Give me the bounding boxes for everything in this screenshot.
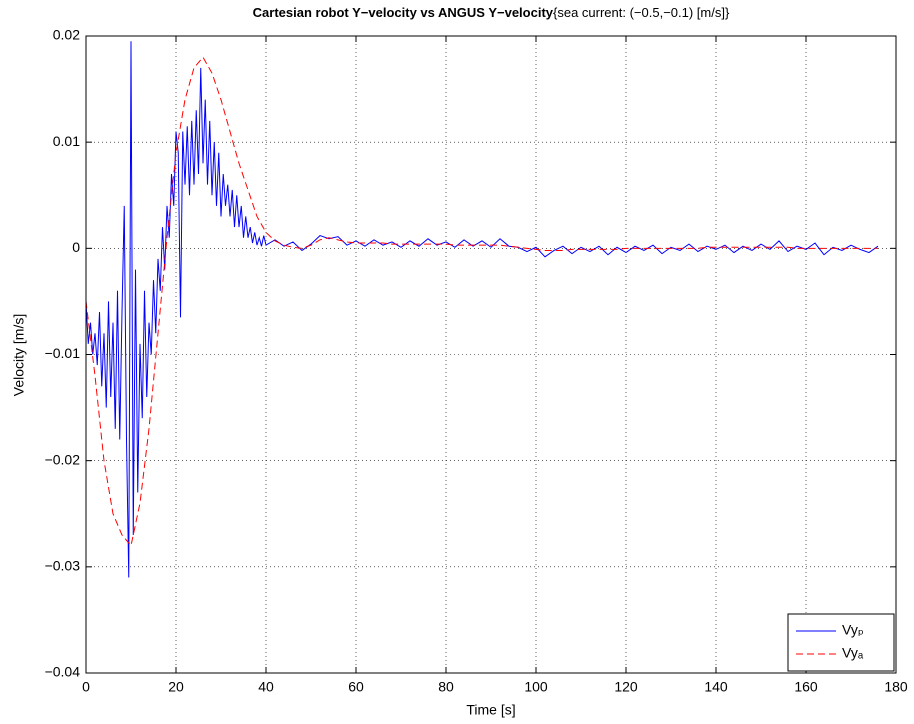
legend-label: Vyₚ (842, 622, 864, 638)
y-tick-label: −0.01 (45, 345, 81, 361)
plot-frame (85, 35, 897, 674)
chart-title: Cartesian robot Y−velocity vs ANGUS Y−ve… (253, 5, 730, 20)
x-tick-label: 20 (168, 679, 184, 695)
y-axis-label: Velocity [m/s] (11, 314, 27, 396)
y-tick-label: 0.01 (53, 133, 80, 149)
x-tick-label: 100 (524, 679, 548, 695)
x-axis-label: Time [s] (466, 702, 515, 718)
x-tick-label: 180 (884, 679, 908, 695)
y-tick-label: −0.02 (45, 451, 81, 467)
y-tick-label: 0 (72, 239, 80, 255)
y-tick-label: −0.03 (45, 558, 81, 574)
x-tick-label: 140 (704, 679, 728, 695)
x-tick-label: 0 (82, 679, 90, 695)
series-line (85, 56, 878, 547)
x-tick-label: 160 (794, 679, 818, 695)
title-note: {sea current: (−0.5,−0.1) [m/s]} (553, 5, 730, 20)
title-main: Cartesian robot Y−velocity vs ANGUS Y−ve… (253, 5, 554, 20)
y-tick-label: 0.02 (53, 27, 80, 43)
x-tick-label: 40 (258, 679, 274, 695)
x-tick-label: 80 (438, 679, 454, 695)
x-tick-label: 120 (614, 679, 638, 695)
y-tick-label: −0.04 (45, 664, 81, 680)
legend-label: Vyₐ (842, 645, 864, 661)
x-tick-label: 60 (348, 679, 364, 695)
legend-box (787, 613, 895, 672)
